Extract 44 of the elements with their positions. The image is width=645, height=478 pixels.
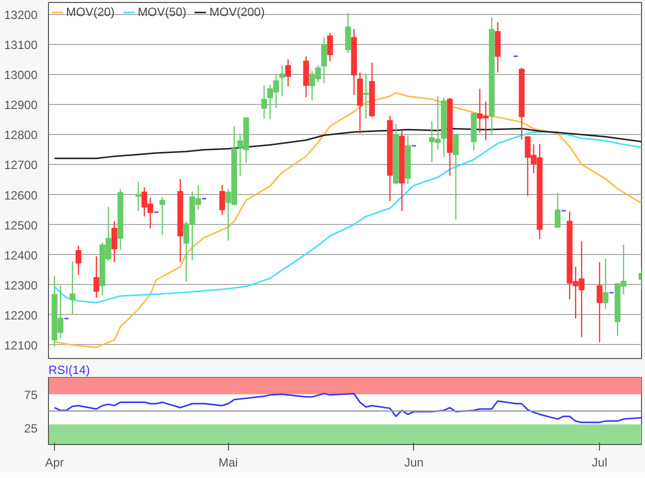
line-series [54, 131, 642, 304]
y-tick-label: 13000 [4, 68, 38, 82]
candlestick [135, 180, 142, 212]
candlestick [602, 258, 608, 310]
y-tick-label: 12800 [4, 128, 38, 142]
candlestick [327, 32, 333, 62]
candlestick [219, 184, 226, 216]
y-tick-label: 13100 [4, 38, 38, 52]
candlestick [261, 84, 268, 120]
line-series [54, 392, 642, 424]
y-tick-label: 12400 [4, 248, 38, 262]
y-tick-label: 12700 [4, 158, 38, 172]
x-tick-label: Jun [404, 456, 424, 470]
line-series [54, 128, 642, 160]
candlestick [111, 220, 118, 263]
candlestick [76, 245, 82, 276]
candlestick [452, 134, 459, 220]
candlestick [94, 256, 100, 298]
x-tick-label: Jul [592, 456, 608, 470]
candlestick [285, 58, 291, 87]
candlestick [159, 196, 166, 236]
y-tick-label: 25 [24, 421, 38, 436]
y-tick-label: 13200 [4, 8, 38, 22]
y-tick-label: 12600 [4, 188, 38, 202]
candlestick [345, 12, 351, 54]
y-tick-label: 12200 [4, 308, 38, 322]
candlestick [70, 260, 76, 315]
x-tick-label: Apr [45, 456, 64, 470]
candlestick [363, 72, 369, 120]
chart-title: RSI(14) [48, 363, 90, 377]
candlestick [596, 261, 602, 343]
x-tick-label: Mai [218, 456, 238, 470]
y-tick-label: 12100 [4, 338, 38, 352]
legend-label: MOV(50) [138, 5, 186, 19]
y-tick-label: 12500 [4, 218, 38, 232]
candlestick [279, 64, 285, 97]
y-tick-label: 12300 [4, 278, 38, 292]
y-tick-label: 75 [24, 388, 38, 402]
candlestick [554, 192, 561, 228]
y-tick-label: 12900 [4, 98, 38, 112]
legend-label: MOV(200) [209, 5, 265, 19]
candlestick [321, 37, 327, 84]
line-series [54, 92, 642, 348]
legend-label: MOV(20) [66, 5, 115, 19]
